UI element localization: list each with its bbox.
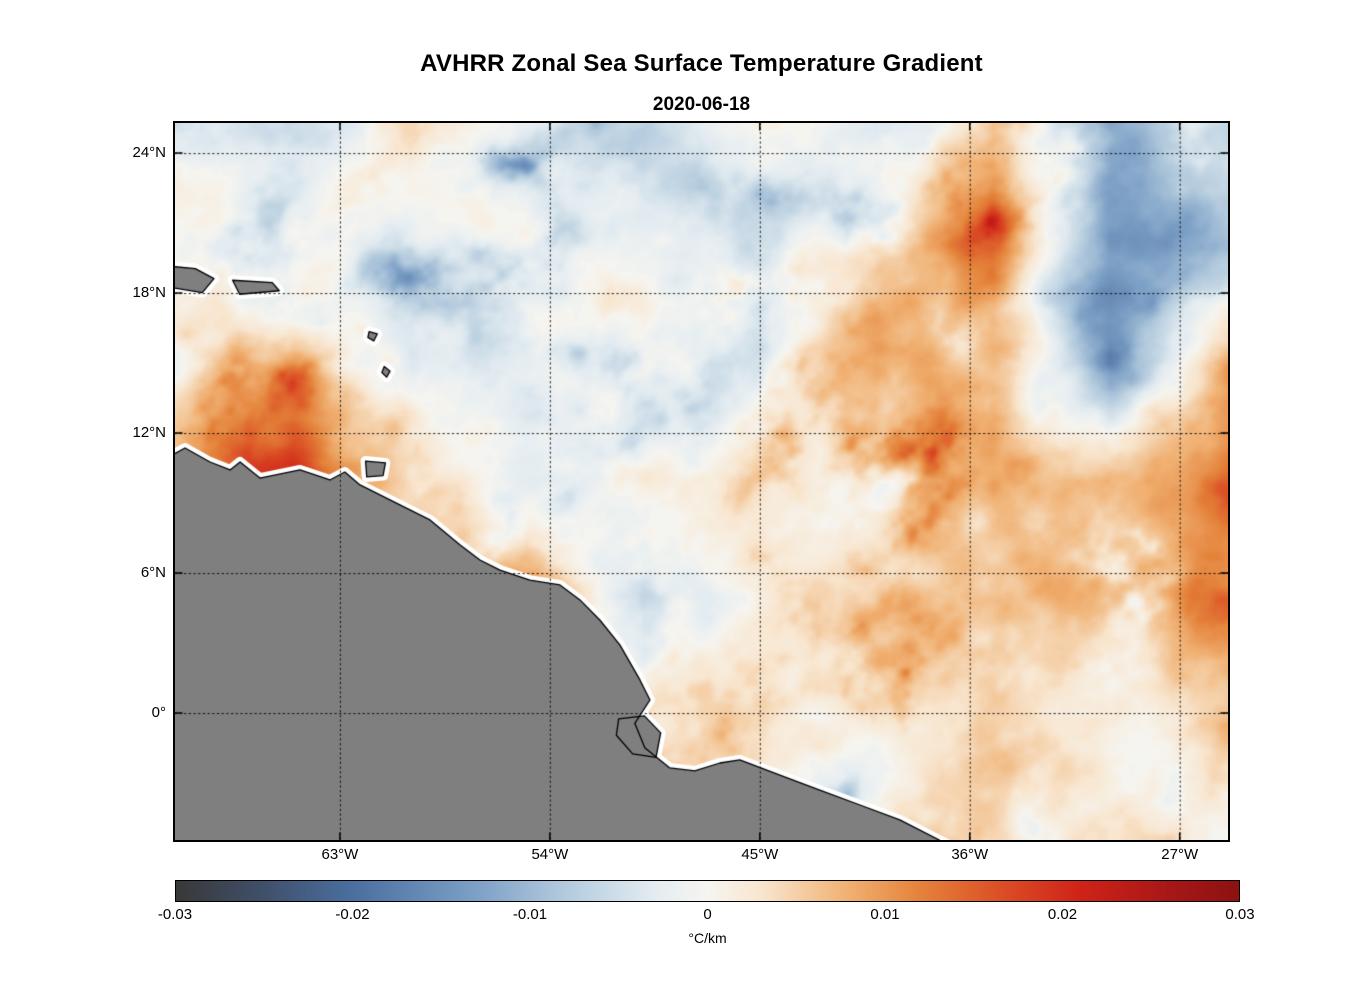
x-tick-label: 45°W (741, 846, 779, 863)
colorbar-tick-label: 0.02 (1047, 906, 1078, 923)
x-tick-label: 54°W (531, 846, 569, 863)
y-tick-label: 0° (151, 704, 166, 722)
chart-title: AVHRR Zonal Sea Surface Temperature Grad… (420, 50, 983, 77)
chart-subtitle: 2020-06-18 (652, 94, 751, 115)
x-tick-label: 27°W (1161, 846, 1199, 863)
colorbar-tick-label: 0.01 (870, 906, 900, 923)
colorbar-tick-label: -0.03 (157, 906, 193, 923)
colorbar-tick-label: -0.02 (335, 906, 370, 923)
colorbar-tick-label: -0.01 (512, 906, 548, 923)
x-tick-label: 63°W (321, 846, 359, 863)
y-tick-label: 18°N (132, 284, 166, 302)
x-tick-label: 36°W (951, 846, 989, 863)
colorbar (175, 880, 1240, 902)
y-tick-label: 24°N (132, 144, 166, 162)
y-tick-label: 6°N (140, 564, 166, 582)
colorbar-tick-label: 0 (703, 906, 712, 923)
sst-gradient-heatmap-canvas (175, 123, 1228, 840)
map-plot-area (173, 121, 1230, 842)
y-tick-label: 12°N (132, 424, 166, 442)
colorbar-tick-label: 0.03 (1225, 906, 1255, 923)
colorbar-unit-label: °C/km (688, 930, 727, 946)
